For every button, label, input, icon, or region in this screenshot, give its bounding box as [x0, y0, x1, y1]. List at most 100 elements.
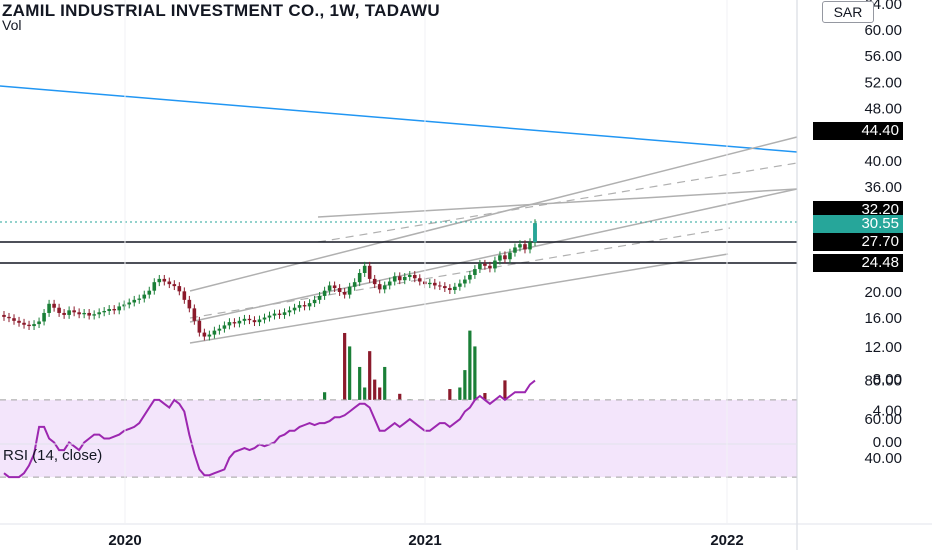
time-axis: 2020 2021 2022 — [108, 0, 744, 549]
price-level-tag: 44.40 — [813, 122, 903, 140]
candle-body — [72, 310, 76, 313]
price-level-tag: 32.20 — [813, 201, 903, 219]
candle-body — [307, 303, 312, 307]
candle-body — [518, 244, 522, 248]
last-candle — [533, 223, 537, 243]
candle-body — [127, 302, 132, 305]
candle-body — [37, 321, 41, 325]
candle-body — [523, 244, 527, 250]
candle-body — [407, 274, 412, 277]
candle-body — [92, 314, 96, 316]
candle-body — [262, 317, 267, 320]
candle-body — [312, 299, 317, 304]
candle-body — [132, 299, 137, 303]
candle-body — [412, 274, 417, 279]
y-tick-label: 12.00 — [864, 339, 902, 356]
y-tick-label: 40.00 — [864, 153, 902, 170]
candle-body — [27, 324, 31, 327]
candle-body — [473, 269, 477, 275]
candle-body — [122, 304, 127, 307]
candle-body — [297, 305, 302, 308]
candle-body — [347, 286, 352, 295]
candle-body — [498, 255, 502, 261]
candle-body — [172, 284, 177, 287]
y-tick-label: 48.00 — [864, 101, 902, 118]
rsi-pane — [0, 379, 797, 479]
x-tick-label: 2020 — [108, 532, 141, 549]
trend-lines — [0, 85, 798, 344]
channel-lower-outer — [189, 253, 729, 344]
candle-body — [57, 307, 61, 313]
candle-body — [242, 318, 247, 321]
candle-body — [147, 290, 152, 295]
volume-bar — [473, 346, 477, 442]
candle-body — [428, 282, 432, 285]
price-level-tag: 27.70 — [813, 233, 903, 251]
candle-body — [372, 278, 377, 285]
candle-body — [182, 291, 187, 300]
candle-body — [377, 284, 382, 290]
y-tick-label: 16.00 — [864, 310, 902, 327]
candle-body — [463, 279, 467, 284]
candle-body — [212, 330, 217, 335]
candle-body — [67, 310, 71, 315]
candle-body — [282, 312, 287, 315]
candle-body — [357, 273, 362, 283]
rsi-label: RSI (14, close) — [3, 447, 103, 464]
y-tick-label: 56.00 — [864, 48, 902, 65]
volume-bar — [348, 346, 352, 442]
candle-body — [382, 285, 387, 290]
candle-body — [257, 319, 262, 323]
candle-body — [508, 252, 512, 260]
y-tick-label: 4.00 — [873, 402, 902, 419]
candle-body — [142, 294, 147, 299]
candle-body — [77, 312, 81, 315]
channel-dashed-top — [317, 162, 798, 243]
candle-body — [22, 322, 26, 325]
candle-body — [42, 312, 46, 322]
candle-body — [433, 282, 437, 286]
candle-body — [362, 265, 367, 274]
candle-body — [2, 314, 6, 317]
chart-title: ZAMIL INDUSTRIAL INVESTMENT CO., 1W, TAD… — [2, 1, 440, 20]
candle-body — [32, 324, 36, 327]
candle-body — [177, 286, 182, 292]
descending-trendline — [0, 85, 798, 153]
candle-body — [317, 295, 322, 300]
y-tick-label: 60.00 — [864, 22, 902, 39]
rsi-tick-label: 40.00 — [864, 450, 902, 467]
candle-body — [493, 260, 497, 269]
candle-body — [227, 322, 232, 326]
candle-body — [137, 298, 142, 300]
price-level-tag: 24.48 — [813, 254, 903, 272]
candle-body — [7, 316, 11, 319]
currency-button[interactable]: SAR — [822, 1, 874, 23]
candle-body — [47, 303, 51, 313]
candle-body — [202, 332, 207, 337]
candle-body — [52, 303, 56, 308]
candle-body — [397, 276, 402, 281]
candle-body — [277, 313, 282, 315]
candle-body — [287, 310, 292, 313]
candle-body — [192, 308, 197, 321]
candle-body — [17, 320, 21, 323]
volume-bar — [468, 330, 472, 442]
candle-body — [272, 313, 277, 316]
candle-body — [302, 305, 307, 307]
candle-body — [332, 285, 337, 289]
candle-body — [387, 281, 392, 286]
candle-body — [327, 285, 332, 291]
rsi-tick-label: 80.00 — [864, 373, 902, 390]
channel-upper-mid — [189, 188, 798, 323]
candle-body — [232, 322, 237, 324]
candle-body — [438, 285, 442, 287]
candle-body — [453, 286, 457, 291]
candle-body — [322, 290, 327, 296]
candle-body — [187, 299, 192, 309]
candle-body — [417, 278, 422, 282]
y-tick-label: 20.00 — [864, 284, 902, 301]
channel-upper-outer — [189, 136, 798, 292]
candle-body — [207, 334, 212, 337]
